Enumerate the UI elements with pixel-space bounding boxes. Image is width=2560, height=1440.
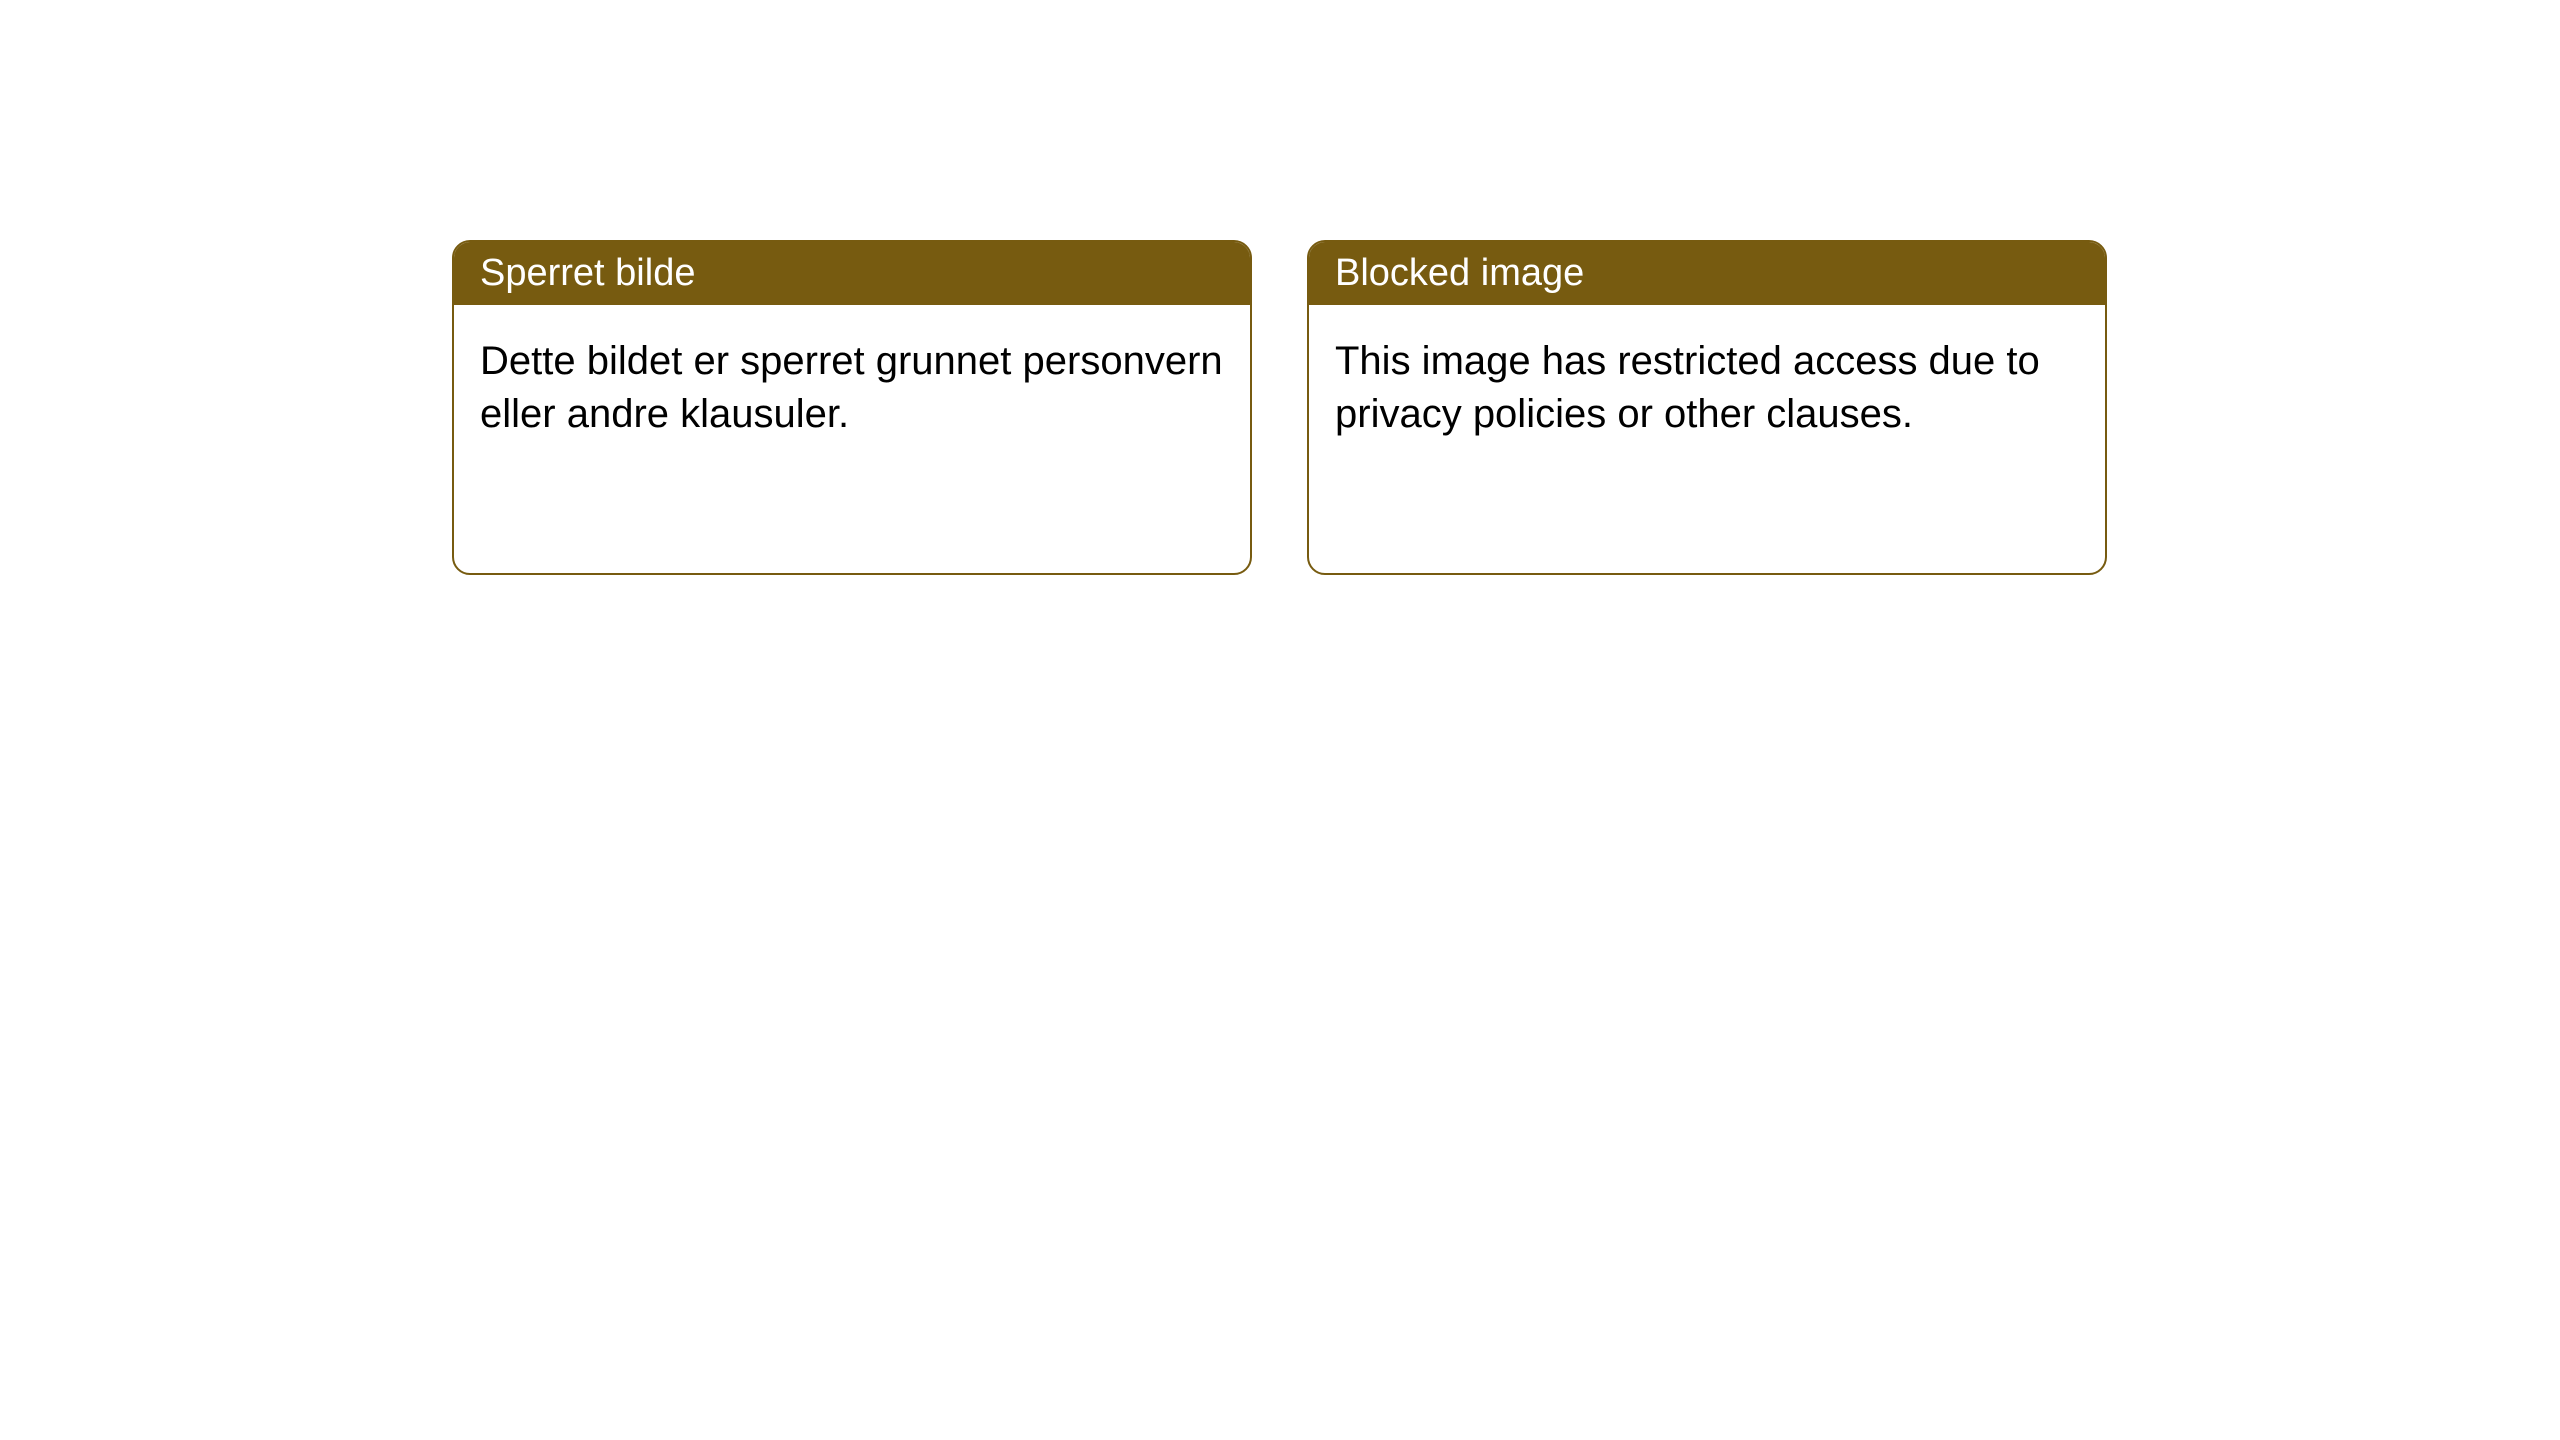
notice-title-text: Sperret bilde bbox=[480, 252, 695, 294]
notice-card-english: Blocked image This image has restricted … bbox=[1307, 240, 2107, 575]
notice-body-text: This image has restricted access due to … bbox=[1335, 339, 2040, 436]
notice-card-norwegian: Sperret bilde Dette bildet er sperret gr… bbox=[452, 240, 1252, 575]
notice-header: Blocked image bbox=[1309, 242, 2105, 305]
notice-card-container: Sperret bilde Dette bildet er sperret gr… bbox=[452, 240, 2107, 575]
notice-body-text: Dette bildet er sperret grunnet personve… bbox=[480, 339, 1223, 436]
notice-header: Sperret bilde bbox=[454, 242, 1250, 305]
notice-body: Dette bildet er sperret grunnet personve… bbox=[454, 305, 1250, 471]
notice-title-text: Blocked image bbox=[1335, 252, 1584, 294]
notice-body: This image has restricted access due to … bbox=[1309, 305, 2105, 471]
